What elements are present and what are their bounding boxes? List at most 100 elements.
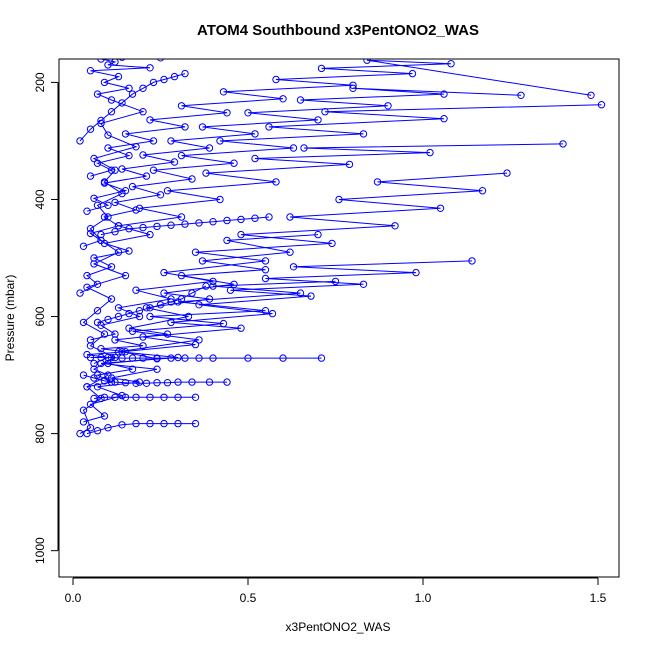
data-point — [93, 427, 102, 435]
data-point — [76, 137, 84, 145]
data-point — [114, 222, 123, 230]
series-7 — [79, 101, 606, 251]
data-point — [349, 81, 357, 90]
series-line — [79, 59, 151, 435]
data-point — [181, 354, 189, 362]
series-line — [86, 87, 522, 212]
data-point — [153, 365, 161, 373]
data-point — [163, 379, 172, 387]
data-point — [135, 204, 144, 213]
data-point — [146, 230, 154, 239]
data-point — [188, 175, 196, 183]
data-point — [195, 219, 203, 227]
x-tick-label: 1.5 — [590, 591, 607, 605]
data-point — [251, 154, 259, 163]
series-line — [83, 374, 227, 384]
data-point — [121, 393, 130, 401]
data-point — [139, 223, 147, 232]
data-point — [440, 115, 448, 123]
data-point — [139, 108, 147, 116]
data-point — [345, 160, 354, 169]
data-point — [146, 304, 154, 312]
data-point — [104, 359, 112, 368]
data-point — [296, 96, 305, 104]
data-point — [559, 140, 567, 148]
data-point — [139, 354, 147, 362]
data-point — [132, 379, 140, 387]
data-point — [198, 123, 207, 131]
series-15 — [76, 69, 189, 145]
data-point — [125, 309, 133, 318]
data-point — [177, 102, 186, 110]
x-axis: 0.0 0.5 1.0 1.5 — [65, 577, 607, 605]
data-point — [107, 353, 116, 362]
data-point — [125, 324, 133, 332]
data-point — [86, 342, 95, 350]
data-point — [230, 280, 238, 288]
data-point — [314, 230, 322, 239]
series-line — [86, 423, 196, 435]
data-point — [100, 377, 109, 385]
data-point — [90, 374, 98, 382]
data-point — [447, 60, 455, 68]
data-point — [105, 59, 111, 60]
data-point — [328, 239, 336, 248]
data-point — [191, 393, 200, 401]
data-point — [100, 213, 109, 221]
data-point — [149, 166, 158, 174]
data-point — [205, 295, 214, 303]
data-point — [170, 72, 179, 81]
data-point — [86, 125, 95, 133]
data-point — [261, 257, 270, 265]
data-point — [111, 228, 119, 236]
data-point — [90, 154, 98, 163]
data-point — [167, 354, 175, 362]
data-point — [97, 236, 105, 245]
data-point — [90, 365, 98, 373]
data-point — [587, 91, 595, 100]
series-line — [83, 280, 336, 423]
data-point — [142, 379, 151, 387]
data-point — [181, 123, 189, 131]
data-point — [219, 88, 228, 96]
series-11 — [86, 353, 326, 362]
data-point — [97, 345, 105, 353]
data-point — [86, 172, 95, 180]
data-point — [184, 312, 193, 321]
series-16 — [97, 213, 273, 239]
series-line — [100, 216, 270, 236]
data-point — [191, 248, 200, 256]
data-point — [97, 116, 105, 125]
series-layer — [76, 59, 606, 438]
data-point — [503, 169, 511, 177]
data-point — [104, 144, 112, 152]
data-point — [83, 429, 91, 438]
data-point — [191, 419, 200, 428]
data-point — [177, 213, 186, 221]
data-point — [97, 59, 105, 63]
data-point — [167, 318, 175, 327]
data-point — [223, 109, 231, 117]
data-point — [296, 289, 305, 297]
data-point — [188, 289, 196, 297]
data-point — [205, 378, 214, 386]
series-line — [90, 59, 592, 177]
data-point — [160, 393, 168, 401]
x-tick-label: 1.0 — [415, 591, 432, 605]
data-point — [97, 353, 105, 362]
data-point — [93, 307, 102, 315]
data-point — [132, 419, 140, 428]
data-point — [146, 116, 154, 124]
data-point — [104, 131, 112, 139]
data-point — [279, 354, 287, 362]
data-point — [314, 116, 322, 124]
data-point — [251, 214, 259, 222]
y-axis: 200 400 600 800 1000 — [33, 72, 59, 564]
data-point — [118, 391, 126, 400]
data-point — [174, 353, 182, 362]
data-point — [597, 101, 606, 109]
data-point — [335, 195, 343, 204]
data-point — [79, 242, 88, 251]
data-point — [188, 378, 196, 386]
data-point — [244, 109, 252, 117]
